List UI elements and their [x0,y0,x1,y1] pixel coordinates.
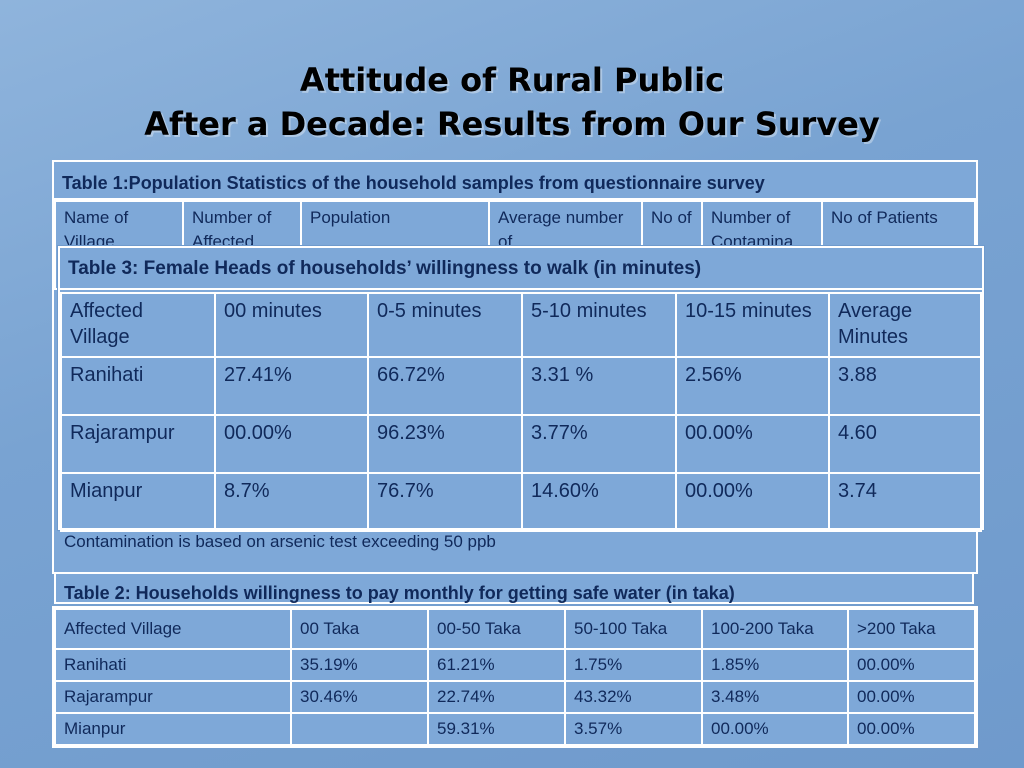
table1-caption: Table 1:Population Statistics of the hou… [54,162,976,200]
table2-cell: 1.85% [701,648,849,682]
table3-willingness-to-walk: Table 3: Female Heads of households’ wil… [58,246,984,532]
table3-cell: 3.74 [828,472,982,532]
table2-cell: 43.32% [564,680,703,714]
table2-header-cell: >200 Taka [847,608,976,650]
table2-header-cell: 50-100 Taka [564,608,703,650]
table3-cell: Ranihati [60,356,216,416]
table3-header-row: Affected Village 00 minutes 0-5 minutes … [60,292,982,358]
table-row: Mianpur 59.31% 3.57% 00.00% 00.00% [54,712,976,746]
table3-header-cell: Average Minutes [828,292,982,358]
table2-willingness-to-pay: Affected Village 00 Taka 00-50 Taka 50-1… [52,606,978,748]
table3-cell: 14.60% [521,472,677,532]
table3-cell: 00.00% [675,414,830,474]
table3-header-cell: 10-15 minutes [675,292,830,358]
table3-cell: 66.72% [367,356,523,416]
table2-cell: 00.00% [847,648,976,682]
table3-header-cell: 00 minutes [214,292,369,358]
table-row: Mianpur 8.7% 76.7% 14.60% 00.00% 3.74 [60,472,982,532]
table2-cell: Rajarampur [54,680,292,714]
table2-cell: 1.75% [564,648,703,682]
table2-cell: 3.57% [564,712,703,746]
table3-header-cell: 5-10 minutes [521,292,677,358]
table2-header-cell: 00-50 Taka [427,608,566,650]
table-row: Rajarampur 00.00% 96.23% 3.77% 00.00% 4.… [60,414,982,474]
table2-caption: Table 2: Households willingness to pay m… [54,572,974,604]
table2-grid: Affected Village 00 Taka 00-50 Taka 50-1… [54,608,976,746]
table3-header-cell: 0-5 minutes [367,292,523,358]
table1-note: Contamination is based on arsenic test e… [64,532,496,551]
table3-cell: 3.88 [828,356,982,416]
table2-header-row: Affected Village 00 Taka 00-50 Taka 50-1… [54,608,976,650]
table3-header-cell: Affected Village [60,292,216,358]
table2-cell: 22.74% [427,680,566,714]
table3-cell: 2.56% [675,356,830,416]
table2-header-cell: 00 Taka [290,608,429,650]
table3-caption: Table 3: Female Heads of households’ wil… [60,248,982,290]
table3-cell: 96.23% [367,414,523,474]
slide-title: Attitude of Rural Public After a Decade:… [0,58,1024,146]
table2-cell: 35.19% [290,648,429,682]
table2-cell: 00.00% [701,712,849,746]
table2-cell: 61.21% [427,648,566,682]
table-row: Rajarampur 30.46% 22.74% 43.32% 3.48% 00… [54,680,976,714]
table2-header-cell: 100-200 Taka [701,608,849,650]
table2-cell: 00.00% [847,680,976,714]
slide-title-line1: Attitude of Rural Public [299,61,725,99]
table2-cell [290,712,429,746]
table3-cell: 27.41% [214,356,369,416]
table2-cell: 3.48% [701,680,849,714]
table2-cell: Ranihati [54,648,292,682]
table-row: Ranihati 27.41% 66.72% 3.31 % 2.56% 3.88 [60,356,982,416]
table2-cell: 00.00% [847,712,976,746]
table3-cell: 8.7% [214,472,369,532]
table2-cell: Mianpur [54,712,292,746]
table-row: Ranihati 35.19% 61.21% 1.75% 1.85% 00.00… [54,648,976,682]
table2-cell: 59.31% [427,712,566,746]
table3-cell: 4.60 [828,414,982,474]
table3-cell: 3.31 % [521,356,677,416]
table3-cell: 00.00% [675,472,830,532]
slide-title-line2: After a Decade: Results from Our Survey [144,105,880,143]
table3-cell: 3.77% [521,414,677,474]
table3-cell: Mianpur [60,472,216,532]
table2-cell: 30.46% [290,680,429,714]
table2-header-cell: Affected Village [54,608,292,650]
table3-cell: 76.7% [367,472,523,532]
table3-cell: Rajarampur [60,414,216,474]
table3-cell: 00.00% [214,414,369,474]
table3-grid: Affected Village 00 minutes 0-5 minutes … [60,292,982,532]
